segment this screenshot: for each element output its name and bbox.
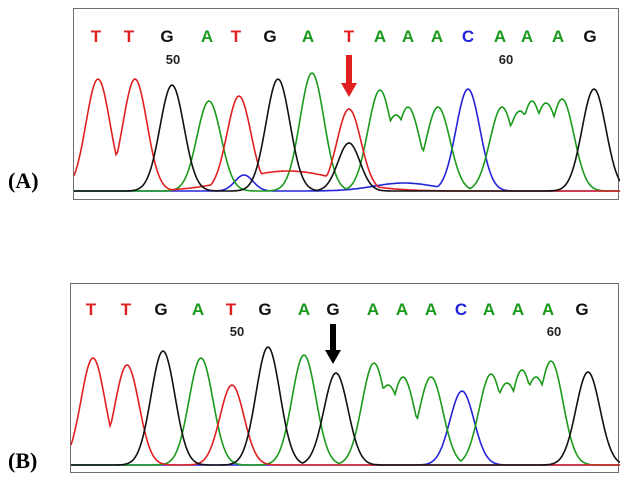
base-call-11: A xyxy=(425,300,437,319)
base-call-9: A xyxy=(374,27,386,46)
position-label-50: 50 xyxy=(166,52,180,67)
base-call-10: A xyxy=(396,300,408,319)
base-call-13: A xyxy=(483,300,495,319)
base-call-5: T xyxy=(226,300,237,319)
panel-a-label: (A) xyxy=(8,168,39,193)
position-label-60: 60 xyxy=(547,324,561,339)
base-call-14: A xyxy=(521,27,533,46)
trace-T xyxy=(71,357,620,466)
trace-A xyxy=(71,354,620,466)
trace-T xyxy=(74,78,620,192)
base-call-11: A xyxy=(431,27,443,46)
trace-C xyxy=(74,88,620,192)
panel-b-label: (B) xyxy=(8,448,38,473)
base-call-3: G xyxy=(154,300,167,319)
base-call-7: A xyxy=(302,27,314,46)
base-call-4: A xyxy=(201,27,213,46)
variant-arrow-icon xyxy=(341,55,357,97)
base-call-15: A xyxy=(542,300,554,319)
base-call-12: C xyxy=(455,300,467,319)
base-call-14: A xyxy=(512,300,524,319)
base-call-7: A xyxy=(298,300,310,319)
base-call-10: A xyxy=(402,27,414,46)
base-call-12: C xyxy=(462,27,474,46)
base-call-8: G xyxy=(326,300,339,319)
position-label-60: 60 xyxy=(499,52,513,67)
base-call-2: T xyxy=(121,300,132,319)
chromatogram-panel-b: T T G A T G A G A A A C A A A G 50 60 xyxy=(70,283,620,473)
position-label-50: 50 xyxy=(230,324,244,339)
trace-G xyxy=(74,78,620,192)
base-call-16: G xyxy=(575,300,588,319)
base-call-2: T xyxy=(124,27,135,46)
trace-C xyxy=(71,390,620,466)
chromatogram-a-plot: T T G A T G A T A A A C A A A G50 60 xyxy=(74,27,620,192)
base-call-6: G xyxy=(263,27,276,46)
trace-G xyxy=(71,346,620,466)
base-call-9: A xyxy=(367,300,379,319)
base-call-1: T xyxy=(91,27,102,46)
base-call-15: A xyxy=(552,27,564,46)
base-call-8: T xyxy=(344,27,355,46)
chromatogram-panel-a: T T G A T G A T A A A C A A A G 50 60 xyxy=(73,8,620,200)
base-call-13: A xyxy=(494,27,506,46)
base-call-1: T xyxy=(86,300,97,319)
trace-A xyxy=(74,72,620,192)
base-call-16: G xyxy=(583,27,596,46)
base-call-4: A xyxy=(192,300,204,319)
base-call-5: T xyxy=(231,27,242,46)
variant-arrow-icon xyxy=(325,324,341,364)
base-call-3: G xyxy=(160,27,173,46)
base-call-6: G xyxy=(258,300,271,319)
chromatogram-b-plot: T T G A T G A G A A A C A A A G50 60 xyxy=(71,300,620,466)
